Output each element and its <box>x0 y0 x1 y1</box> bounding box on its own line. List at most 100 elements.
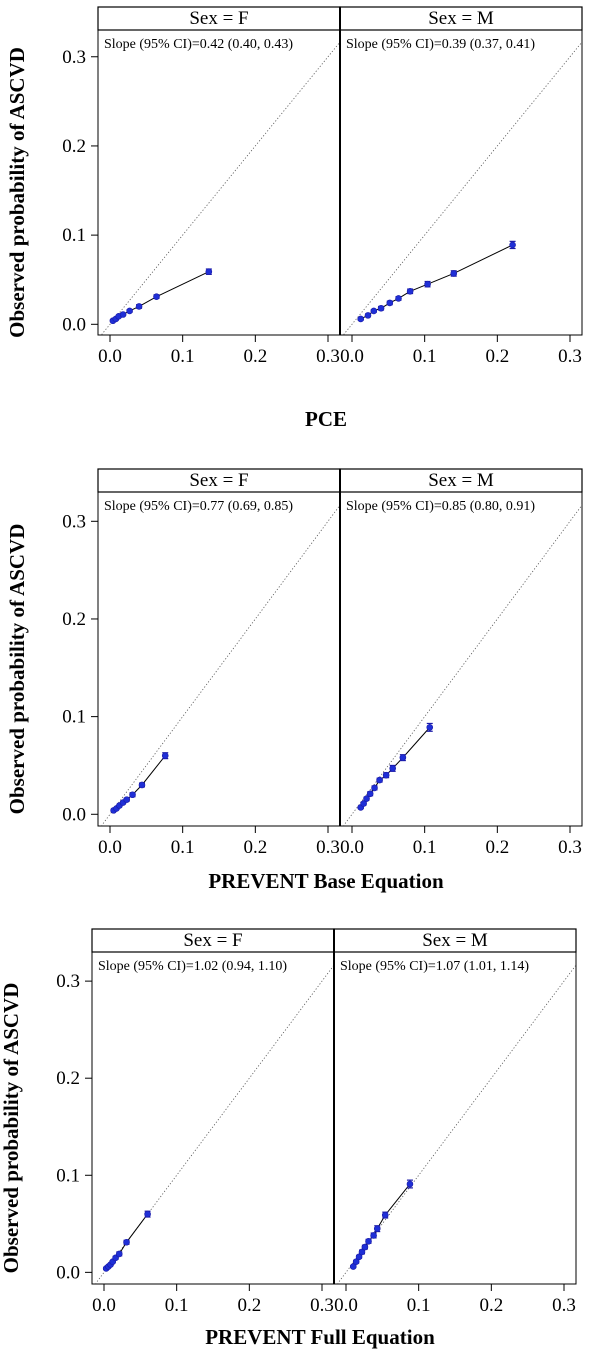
x-tick-label: 0.1 <box>413 837 437 858</box>
panel-frame <box>339 491 583 827</box>
strip-label: Sex = F <box>189 8 248 29</box>
data-point <box>382 771 390 779</box>
y-tick-label: 0.3 <box>62 511 86 532</box>
x-tick-label: 0.3 <box>316 837 340 858</box>
chart-1: Sex = F Slope (95% CI)=0.42 (0.40, 0.43) 0… <box>5 6 583 431</box>
strip-label: Sex = F <box>189 470 248 491</box>
x-tick-label: 0.1 <box>171 837 195 858</box>
data-point <box>161 752 169 759</box>
reference-line <box>100 41 340 335</box>
y-tick-label: 0.1 <box>62 225 86 246</box>
x-tick-label: 0.3 <box>558 837 582 858</box>
data-point <box>357 315 365 323</box>
slope-label: Slope (95% CI)=0.77 (0.69, 0.85) <box>104 499 293 514</box>
strip-label: Sex = F <box>183 930 242 951</box>
data-point <box>371 784 378 792</box>
data-point <box>389 765 396 772</box>
data-point <box>426 724 434 731</box>
y-axis-title: Observed probability of ASCVD <box>5 524 29 815</box>
x-tick-label: 0.3 <box>552 1295 576 1316</box>
calibration-line <box>112 271 210 322</box>
panel-frame <box>339 29 583 336</box>
calibration-line <box>360 244 513 320</box>
data-point <box>135 303 143 310</box>
chart-3: Sex = F Slope (95% CI)=1.02 (0.94, 1.10) 0… <box>0 928 577 1349</box>
x-tick-label: 0.0 <box>340 346 364 367</box>
panel-female: Sex = F Slope (95% CI)=0.77 (0.69, 0.85) 0… <box>97 468 341 858</box>
slope-label: Slope (95% CI)=0.39 (0.37, 0.41) <box>346 37 535 52</box>
panel-female: Sex = F Slope (95% CI)=0.42 (0.40, 0.43) 0… <box>97 6 341 367</box>
data-point <box>153 293 160 300</box>
y-tick-label: 0.2 <box>56 1068 80 1089</box>
x-tick-label: 0.1 <box>165 1295 189 1316</box>
x-tick-label: 0.3 <box>310 1295 334 1316</box>
panel-male: Sex = M Slope (95% CI)=1.07 (1.01, 1.14) 0… <box>333 928 577 1316</box>
data-point <box>123 796 131 803</box>
data-point <box>395 295 402 302</box>
data-point <box>386 299 394 307</box>
panel-male: Sex = M Slope (95% CI)=0.39 (0.37, 0.41) 0… <box>339 6 583 367</box>
data-point <box>364 312 372 319</box>
y-tick-label: 0.3 <box>56 971 80 992</box>
strip-label: Sex = M <box>422 930 488 951</box>
chart-2: Sex = F Slope (95% CI)=0.77 (0.69, 0.85) 0… <box>5 468 583 893</box>
panel-frame <box>97 491 341 827</box>
x-axis-title: PREVENT Full Equation <box>205 1325 435 1349</box>
data-point <box>370 307 378 315</box>
strip-label: Sex = M <box>428 470 494 491</box>
x-tick-label: 0.2 <box>237 1295 261 1316</box>
y-tick-label: 0.0 <box>62 804 86 825</box>
data-point <box>366 790 374 798</box>
data-point <box>509 241 516 249</box>
y-tick-label: 0.2 <box>62 609 86 630</box>
y-tick-label: 0.0 <box>62 314 86 335</box>
x-tick-label: 0.2 <box>485 346 509 367</box>
panel-male: Sex = M Slope (95% CI)=0.85 (0.80, 0.91) 0… <box>339 468 583 858</box>
data-point <box>406 1180 414 1188</box>
x-axis-title: PCE <box>305 407 347 431</box>
data-point <box>373 1225 381 1232</box>
data-point <box>205 268 213 275</box>
x-axis-title: PREVENT Base Equation <box>208 869 444 893</box>
data-point <box>377 304 385 312</box>
data-point <box>381 1211 389 1219</box>
panel-female: Sex = F Slope (95% CI)=1.02 (0.94, 1.10) 0… <box>91 928 335 1316</box>
x-tick-label: 0.0 <box>98 837 122 858</box>
slope-label: Slope (95% CI)=0.85 (0.80, 0.91) <box>346 499 535 514</box>
panel-frame <box>333 951 577 1285</box>
x-tick-label: 0.1 <box>407 1295 431 1316</box>
x-tick-label: 0.0 <box>340 837 364 858</box>
x-tick-label: 0.0 <box>92 1295 116 1316</box>
y-axis-title: Observed probability of ASCVD <box>0 983 23 1274</box>
data-point <box>115 1250 123 1258</box>
data-point <box>123 1238 130 1246</box>
data-point <box>129 791 136 799</box>
y-tick-label: 0.1 <box>56 1165 80 1186</box>
data-point <box>138 781 146 789</box>
x-tick-label: 0.0 <box>98 346 122 367</box>
data-point <box>370 1232 377 1239</box>
x-tick-label: 0.3 <box>316 346 340 367</box>
data-point <box>363 795 370 802</box>
x-tick-label: 0.0 <box>334 1295 358 1316</box>
x-tick-label: 0.3 <box>558 346 582 367</box>
x-tick-label: 0.1 <box>171 346 195 367</box>
data-point <box>399 754 407 761</box>
panel-frame <box>91 951 335 1285</box>
data-point <box>376 776 383 784</box>
y-tick-label: 0.0 <box>56 1262 80 1283</box>
y-tick-label: 0.1 <box>62 707 86 728</box>
reference-line <box>342 41 582 335</box>
x-tick-label: 0.2 <box>243 837 267 858</box>
y-axis-title: Observed probability of ASCVD <box>5 47 29 338</box>
data-point <box>365 1237 372 1245</box>
slope-label: Slope (95% CI)=1.07 (1.01, 1.14) <box>340 959 529 974</box>
x-tick-label: 0.2 <box>243 346 267 367</box>
data-point <box>126 307 133 315</box>
x-tick-label: 0.2 <box>485 837 509 858</box>
data-point <box>144 1210 151 1218</box>
x-tick-label: 0.2 <box>479 1295 503 1316</box>
data-point <box>450 270 458 277</box>
panel-frame <box>97 29 341 336</box>
